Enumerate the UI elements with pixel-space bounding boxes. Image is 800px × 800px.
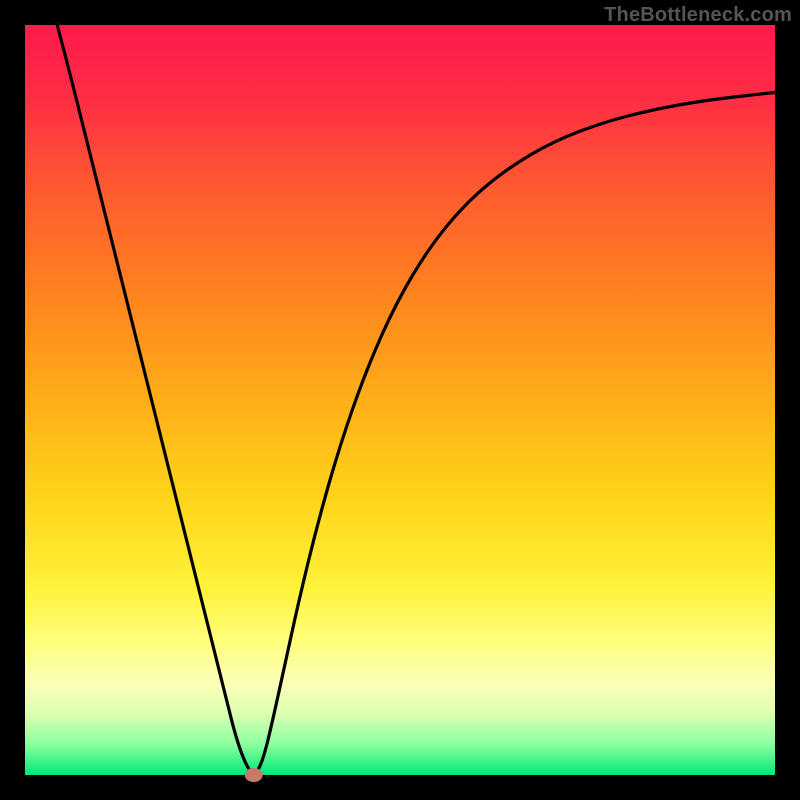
bottleneck-chart: TheBottleneck.com: [0, 0, 800, 800]
chart-svg: [0, 0, 800, 800]
chart-background: [25, 25, 775, 775]
optimum-marker: [245, 768, 263, 782]
watermark-text: TheBottleneck.com: [604, 4, 792, 27]
